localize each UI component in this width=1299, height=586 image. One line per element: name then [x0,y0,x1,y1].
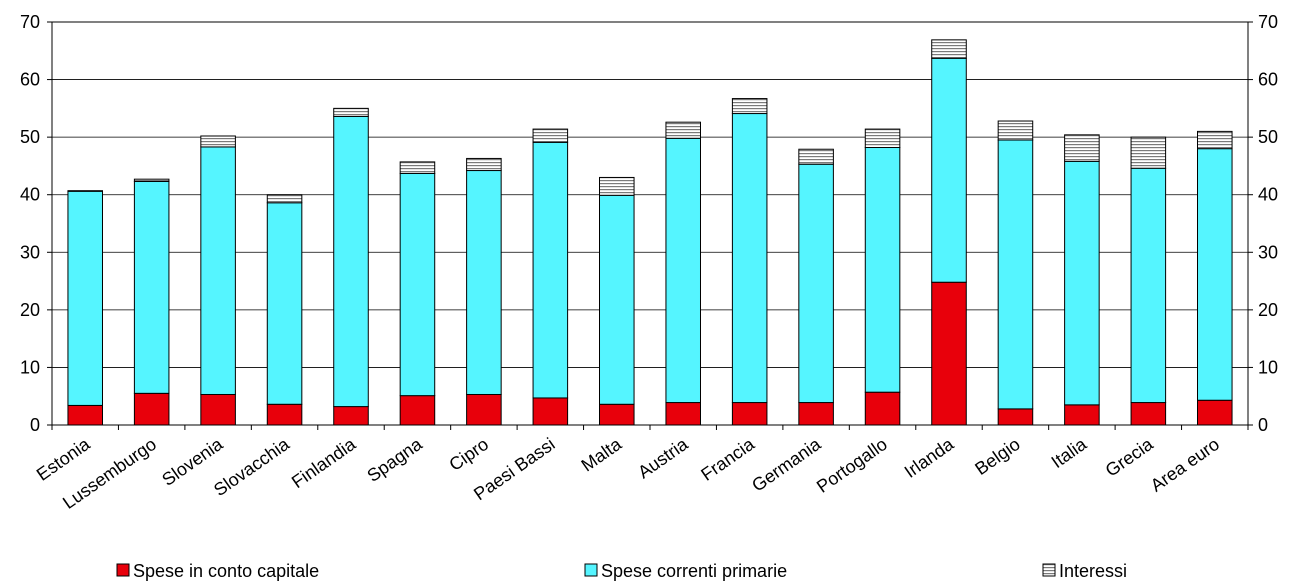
bar-segment [133,180,170,394]
axes [51,21,1249,430]
y-tick-label: 40 [20,185,40,205]
bar-segment [731,402,768,426]
bar-segment [333,107,369,117]
bar-segment [864,391,901,426]
bar-segment [798,163,834,404]
bar-segment [399,172,436,397]
legend-label: Interessi [1059,561,1127,581]
bar-segment [931,57,967,283]
y2-tick-label: 50 [1258,127,1278,147]
bar-segment [200,393,236,426]
bar-segment [1064,404,1100,426]
bar-segment [466,393,502,426]
bar-segment [266,403,303,426]
legend-swatch [584,563,598,577]
bar-segment [1064,134,1100,162]
bar-segment [1197,148,1233,401]
bar-segment [399,395,436,426]
bar-segment [333,115,369,408]
bar-segment [200,146,236,395]
bar-segment [798,402,834,426]
bar-segment [133,392,170,426]
y2-tick-label: 60 [1258,70,1278,90]
x-tick-label: Irlanda [901,433,958,482]
bar-segment [200,135,236,148]
bar-segment [997,408,1034,426]
bar-segment [532,397,569,426]
y-tick-label: 70 [20,12,40,32]
bar-segment [1197,130,1233,150]
x-tick-label: Germania [748,433,825,495]
bar-segment [532,141,569,399]
legend: Spese in conto capitale Spese correnti pr… [116,561,1127,581]
gridlines [52,79,1248,368]
legend-label: Spese correnti primarie [601,561,787,581]
x-tick-label: Malta [578,433,626,475]
y-tick-label: 10 [20,357,40,377]
bar-segment [997,139,1034,410]
bar-segment [798,148,834,165]
bar-segment [731,98,768,115]
y-tick-label: 60 [20,70,40,90]
bar-segment [333,406,369,426]
left-axis-ticks: 0 10 20 30 40 50 60 70 [20,12,52,435]
y-tick-label: 30 [20,242,40,262]
x-tick-label: Belgio [971,434,1023,479]
right-axis-ticks: 0 10 20 30 40 50 60 70 [1248,12,1278,435]
x-tick-label: Area euro [1147,434,1223,496]
legend-label: Spese in conto capitale [133,561,319,581]
bar-segment [665,402,701,426]
bars [67,39,1233,426]
bar-segment [67,404,103,426]
bar-segment [997,120,1034,141]
y-tick-label: 20 [20,300,40,320]
bar-segment [864,128,901,149]
y2-tick-label: 20 [1258,300,1278,320]
bar-segment [67,190,103,192]
bar-segment [67,190,103,406]
bar-segment [133,178,170,182]
x-tick-label: Finlandia [288,433,360,492]
x-tick-label: Francia [697,433,758,484]
legend-swatch [116,563,130,577]
x-tick-label: Spagna [363,433,426,486]
bar-segment [466,170,502,395]
y2-tick-label: 10 [1258,357,1278,377]
bar-segment [599,403,635,426]
x-tick-label: Austria [634,433,692,482]
bar-segment [731,113,768,404]
bar-segment [1130,167,1167,404]
bar-segment [665,137,701,404]
bar-segment [532,128,569,143]
bar-segment [1197,399,1233,426]
bar-segment [466,157,502,172]
bar-segment [931,39,967,59]
y2-tick-label: 0 [1258,415,1268,435]
bar-segment [599,176,635,196]
x-tick-label: Portogallo [813,434,891,497]
x-tick-label: Grecia [1102,433,1158,480]
bar-segment [864,147,901,393]
x-tick-label: Cipro [445,434,492,475]
y2-tick-label: 30 [1258,242,1278,262]
bar-segment [1130,402,1167,426]
bar-segment [665,121,701,139]
x-tick-label: Slovacchia [210,433,294,500]
bar-segment [266,202,303,405]
bar-segment [1130,136,1167,169]
y2-tick-label: 70 [1258,12,1278,32]
x-tick-label: Italia [1048,433,1091,472]
y-tick-label: 0 [30,415,40,435]
x-axis-labels: EstoniaLussemburgoSloveniaSlovacchiaFinl… [33,433,1223,513]
x-tick-label: Estonia [33,433,94,484]
bar-segment [599,194,635,405]
bar-segment [931,281,967,426]
bar-segment [266,194,303,204]
y2-tick-label: 40 [1258,185,1278,205]
bar-segment [399,161,436,174]
y-tick-label: 50 [20,127,40,147]
bar-segment [1064,160,1100,406]
legend-swatch [1042,563,1056,577]
